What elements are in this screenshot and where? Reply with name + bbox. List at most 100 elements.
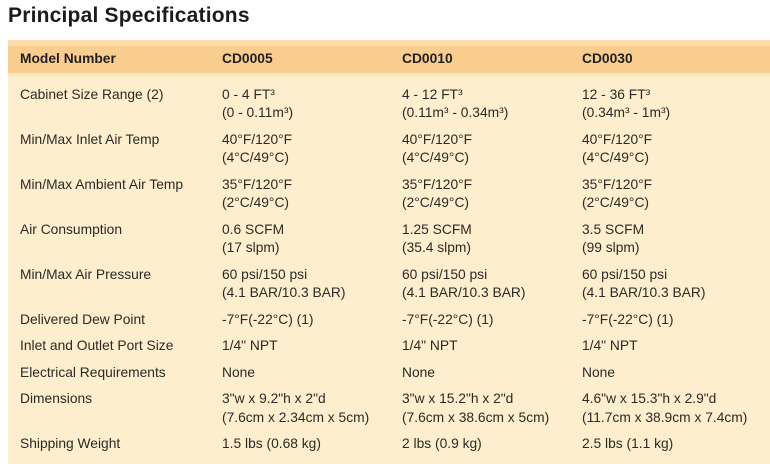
spec-row-label: Dimensions: [20, 391, 93, 406]
principal-specifications-table: Model Number CD0005 CD0010 CD0030 Cabine…: [8, 40, 770, 464]
spec-table-header-row: Model Number CD0005 CD0010 CD0030: [8, 40, 770, 77]
spec-value-cell: 35°F/120°F (2°C/49°C): [222, 176, 402, 213]
spec-value-cell: 35°F/120°F (2°C/49°C): [582, 176, 770, 213]
spec-row-label: Min/Max Ambient Air Temp: [20, 176, 184, 192]
column-header-model-number: Model Number: [20, 51, 116, 66]
spec-value-line: 1.5 lbs (0.68 kg): [222, 436, 321, 451]
spec-value-line: (7.6cm x 38.6cm x 5cm): [402, 409, 550, 425]
spec-value-line: None: [222, 364, 255, 380]
spec-value-line: -7°F(-22°C) (1): [582, 311, 674, 327]
spec-value-cell: 4 - 12 FT³ (0.11m³ - 0.34m³): [402, 86, 582, 123]
spec-value-cell: -7°F(-22°C) (1): [222, 311, 402, 330]
column-header-cd0030: CD0030: [582, 51, 633, 66]
spec-value-line: 0 - 4 FT³: [222, 86, 275, 102]
spec-value-cell: -7°F(-22°C) (1): [582, 311, 770, 330]
spec-value-line: (4.1 BAR/10.3 BAR): [582, 285, 706, 300]
spec-value-cell: 1/4" NPT: [402, 337, 582, 356]
spec-value-line: (0.34m³ - 1m³): [582, 105, 671, 120]
spec-value-line: 3"w x 9.2"h x 2"d: [222, 391, 326, 406]
spec-value-line: 60 psi/150 psi: [222, 266, 308, 282]
spec-row-label: Inlet and Outlet Port Size: [20, 338, 174, 353]
spec-value-line: 60 psi/150 psi: [402, 266, 488, 282]
spec-value-cell: 0 - 4 FT³ (0 - 0.11m³): [222, 86, 402, 123]
spec-row-label: Min/Max Inlet Air Temp: [20, 131, 160, 147]
spec-value-line: 60 psi/150 psi: [582, 266, 668, 282]
spec-value-line: -7°F(-22°C) (1): [222, 311, 314, 327]
spec-value-cell: 60 psi/150 psi (4.1 BAR/10.3 BAR): [222, 266, 402, 303]
spec-value-line: 12 - 36 FT³: [582, 86, 651, 102]
spec-value-cell: 60 psi/150 psi (4.1 BAR/10.3 BAR): [582, 266, 770, 303]
spec-value-cell: 40°F/120°F (4°C/49°C): [582, 131, 770, 168]
spec-value-line: (11.7cm x 38.9cm x 7.4cm): [582, 409, 748, 425]
spec-value-cell: None: [582, 364, 770, 383]
spec-value-line: 3.5 SCFM: [582, 221, 645, 237]
spec-row: Min/Max Ambient Air Temp 35°F/120°F (2°C/4…: [20, 172, 770, 217]
spec-value-cell: 40°F/120°F (4°C/49°C): [402, 131, 582, 168]
spec-row: Shipping Weight 1.5 lbs (0.68 kg) 2 lbs (0…: [20, 431, 770, 458]
spec-value-line: (4.1 BAR/10.3 BAR): [402, 285, 526, 300]
spec-value-line: (4.1 BAR/10.3 BAR): [222, 285, 346, 300]
spec-row: Min/Max Inlet Air Temp 40°F/120°F (4°C/49°…: [20, 127, 770, 172]
spec-value-line: 2.5 lbs (1.1 kg): [582, 436, 674, 451]
spec-row-label: Cabinet Size Range (2): [20, 86, 164, 102]
spec-row: Electrical Requirements None None None: [20, 360, 770, 387]
spec-value-line: 40°F/120°F: [402, 131, 473, 147]
spec-value-cell: 1.25 SCFM (35.4 slpm): [402, 221, 582, 258]
spec-value-line: -7°F(-22°C) (1): [402, 311, 494, 327]
spec-row-label: Shipping Weight: [20, 436, 121, 451]
spec-row: Min/Max Air Pressure 60 psi/150 psi (4.1 B…: [20, 262, 770, 307]
spec-value-line: 4 - 12 FT³: [402, 86, 463, 102]
spec-value-line: 35°F/120°F: [222, 176, 293, 192]
spec-value-cell: 1.5 lbs (0.68 kg): [222, 435, 402, 454]
spec-value-cell: 1/4" NPT: [222, 337, 402, 356]
spec-value-line: None: [402, 364, 435, 380]
spec-value-line: 1.25 SCFM: [402, 221, 472, 237]
spec-row: Cabinet Size Range (2) 0 - 4 FT³ (0 - 0.11…: [20, 82, 770, 127]
spec-value-line: (7.6cm x 2.34cm x 5cm): [222, 409, 370, 425]
spec-value-line: 3"w x 15.2"h x 2"d: [402, 391, 514, 406]
spec-row: Air Consumption 0.6 SCFM (17 slpm) 1.25 SCF…: [20, 217, 770, 262]
spec-value-cell: -7°F(-22°C) (1): [402, 311, 582, 330]
spec-value-cell: 4.6"w x 15.3"h x 2.9"d (11.7cm x 38.9cm x…: [582, 390, 770, 427]
spec-value-cell: None: [222, 364, 402, 383]
spec-value-line: 35°F/120°F: [582, 176, 653, 192]
spec-value-line: (2°C/49°C): [402, 195, 470, 210]
spec-value-line: (2°C/49°C): [582, 195, 650, 210]
spec-value-cell: 60 psi/150 psi (4.1 BAR/10.3 BAR): [402, 266, 582, 303]
spec-row-label: Delivered Dew Point: [20, 311, 145, 327]
spec-value-cell: 40°F/120°F (4°C/49°C): [222, 131, 402, 168]
spec-value-line: 40°F/120°F: [222, 131, 293, 147]
spec-table-body: Cabinet Size Range (2) 0 - 4 FT³ (0 - 0.11…: [8, 76, 770, 464]
spec-value-line: (35.4 slpm): [402, 240, 472, 255]
spec-value-line: 1/4" NPT: [222, 338, 278, 353]
spec-value-cell: 1/4" NPT: [582, 337, 770, 356]
spec-value-line: (0.11m³ - 0.34m³): [402, 105, 509, 120]
spec-value-line: (4°C/49°C): [402, 150, 470, 165]
spec-value-line: (4°C/49°C): [582, 150, 650, 165]
spec-value-cell: 0.6 SCFM (17 slpm): [222, 221, 402, 258]
spec-value-line: (0 - 0.11m³): [222, 105, 294, 120]
spec-value-cell: None: [402, 364, 582, 383]
spec-value-line: 1/4" NPT: [582, 338, 638, 353]
spec-value-line: 40°F/120°F: [582, 131, 653, 147]
spec-value-line: 2 lbs (0.9 kg): [402, 436, 482, 451]
spec-value-cell: 3"w x 9.2"h x 2"d (7.6cm x 2.34cm x 5cm): [222, 390, 402, 427]
page-title: Principal Specifications: [8, 4, 250, 27]
spec-value-line: (99 slpm): [582, 240, 640, 255]
spec-row: Inlet and Outlet Port Size 1/4" NPT 1/4" N…: [20, 333, 770, 360]
spec-value-cell: 3.5 SCFM (99 slpm): [582, 221, 770, 258]
column-header-cd0010: CD0010: [402, 51, 453, 66]
spec-value-line: 0.6 SCFM: [222, 221, 285, 237]
spec-row-label: Electrical Requirements: [20, 364, 166, 380]
spec-row-label: Min/Max Air Pressure: [20, 266, 152, 282]
spec-value-line: 1/4" NPT: [402, 338, 458, 353]
spec-row: Dimensions 3"w x 9.2"h x 2"d (7.6cm x 2.34…: [20, 386, 770, 431]
spec-value-cell: 2 lbs (0.9 kg): [402, 435, 582, 454]
spec-row: Delivered Dew Point -7°F(-22°C) (1) -7°F(-…: [20, 307, 770, 334]
spec-value-line: None: [582, 364, 615, 380]
spec-value-cell: 3"w x 15.2"h x 2"d (7.6cm x 38.6cm x 5cm): [402, 390, 582, 427]
spec-value-line: 35°F/120°F: [402, 176, 473, 192]
spec-value-line: (4°C/49°C): [222, 150, 290, 165]
spec-value-line: (17 slpm): [222, 240, 280, 255]
spec-value-cell: 35°F/120°F (2°C/49°C): [402, 176, 582, 213]
